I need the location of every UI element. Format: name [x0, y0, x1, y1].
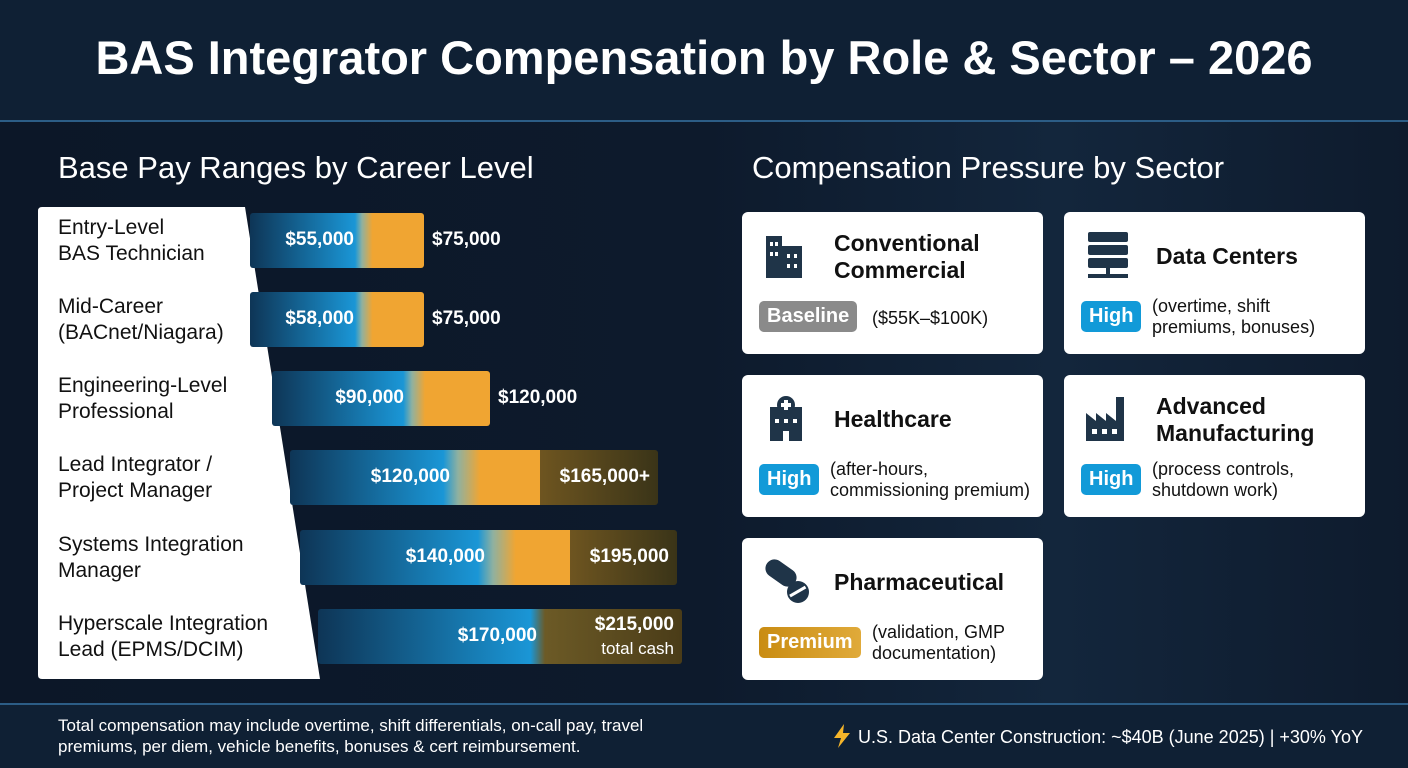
- footer-bar: [0, 703, 1408, 768]
- title: BAS Integrator Compensation by Role & Se…: [95, 31, 1313, 84]
- row-label: Manager: [58, 559, 141, 582]
- sector-badge: High: [1081, 301, 1142, 332]
- high-value: $75,000: [432, 308, 501, 329]
- card-title: Conventional Commercial: [834, 230, 980, 283]
- sector-badge: Baseline: [759, 301, 858, 332]
- low-value: $120,000: [370, 466, 450, 487]
- row-label: Engineering-Level: [58, 374, 228, 397]
- high-value: $75,000: [432, 229, 501, 250]
- card-title: Advanced Manufacturing: [1156, 393, 1315, 446]
- row-label: Professional: [58, 400, 174, 423]
- sector-icon: [770, 396, 802, 441]
- row-label: Hyperscale Integration: [58, 612, 269, 635]
- card-note: (process controls, shutdown work): [1152, 459, 1295, 500]
- row-label: Lead (EPMS/DCIM): [58, 638, 244, 661]
- high-value: $215,000: [594, 614, 674, 635]
- row-label: Entry-Level: [58, 216, 165, 239]
- sector-icon: [765, 559, 809, 603]
- range-bar: [250, 292, 424, 347]
- range-bar: [318, 609, 682, 664]
- card-note: (overtime, shift premiums, bonuses): [1152, 296, 1316, 337]
- bolt-icon: [834, 724, 850, 748]
- left-heading: Base Pay Ranges by Career Level: [58, 150, 534, 185]
- footer-note: Total compensation may include overtime,…: [58, 716, 644, 756]
- card-note: (validation, GMP documentation): [872, 622, 1005, 663]
- card-note: ($55K–$100K): [872, 308, 989, 328]
- range-bar: [300, 530, 677, 585]
- row-label: Mid-Career: [58, 295, 164, 318]
- high-note: total cash: [601, 639, 674, 658]
- range-bar: [290, 450, 658, 505]
- low-value: $170,000: [457, 625, 537, 646]
- row-label: BAS Technician: [58, 242, 205, 265]
- low-value: $90,000: [335, 387, 404, 408]
- high-value: $195,000: [589, 546, 669, 567]
- header-bar: [0, 0, 1408, 122]
- low-value: $55,000: [285, 229, 354, 250]
- card-title: Healthcare: [834, 406, 952, 432]
- row-label: Lead Integrator /: [58, 453, 213, 476]
- sector-badge: High: [759, 464, 820, 495]
- sector-badge: High: [1081, 464, 1142, 495]
- label-panel: [38, 207, 320, 679]
- row-label: (BACnet/Niagara): [58, 321, 224, 344]
- low-value: $140,000: [405, 546, 485, 567]
- row-label: Project Manager: [58, 479, 213, 502]
- range-bar: [250, 213, 424, 268]
- high-value: $120,000: [498, 387, 578, 408]
- sector-icon: [1088, 232, 1128, 278]
- footer-stat: U.S. Data Center Construction: ~$40B (Ju…: [858, 727, 1363, 747]
- sector-icon: [766, 236, 802, 278]
- card-title: Data Centers: [1156, 243, 1298, 269]
- sector-badge: Premium: [759, 627, 861, 658]
- card-title: Pharmaceutical: [834, 569, 1005, 595]
- card-note: (after-hours, commissioning premium): [830, 459, 1031, 500]
- high-value: $165,000+: [559, 466, 650, 487]
- range-bar: [272, 371, 490, 426]
- right-heading: Compensation Pressure by Sector: [752, 150, 1225, 185]
- sector-icon: [1086, 397, 1124, 441]
- low-value: $58,000: [285, 308, 354, 329]
- row-label: Systems Integration: [58, 533, 244, 556]
